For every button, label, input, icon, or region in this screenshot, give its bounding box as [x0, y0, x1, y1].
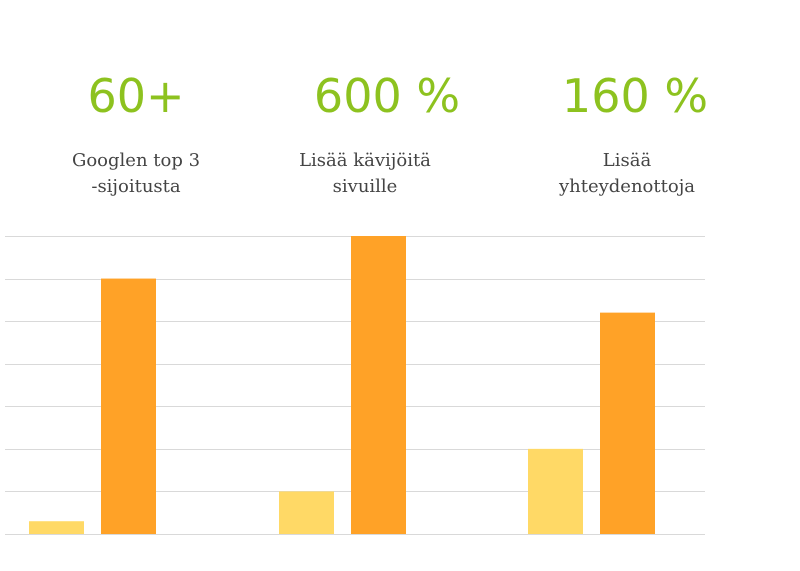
bar-series-1-category-2: [279, 491, 334, 534]
bar-series-2-category-1: [101, 278, 156, 534]
stat-label: Googlen top 3 -sijoitusta: [16, 148, 256, 200]
stat-label-line1: Lisää: [602, 150, 652, 171]
stat-value: 160 %: [561, 69, 709, 123]
stat-label-line2: -sijoitusta: [91, 176, 181, 197]
bar-series-2-category-2: [351, 236, 406, 534]
stat-label-line1: Lisää kävijöitä: [299, 150, 431, 171]
stat-label-line2: yhteydenottoja: [558, 176, 696, 197]
stat-value: 600 %: [313, 69, 461, 123]
bar-series-2-category-3: [600, 312, 655, 534]
bar-layer: [29, 236, 655, 534]
stat-label-line2: sivuille: [332, 176, 398, 197]
stat-value: 60+: [87, 69, 185, 123]
stat-label-line1: Googlen top 3: [71, 150, 201, 171]
stat-label: Lisää yhteydenottoja: [507, 148, 747, 200]
bar-series-1-category-1: [29, 521, 84, 534]
stat-label: Lisää kävijöitä sivuille: [245, 148, 485, 200]
bar-series-1-category-3: [528, 448, 583, 534]
